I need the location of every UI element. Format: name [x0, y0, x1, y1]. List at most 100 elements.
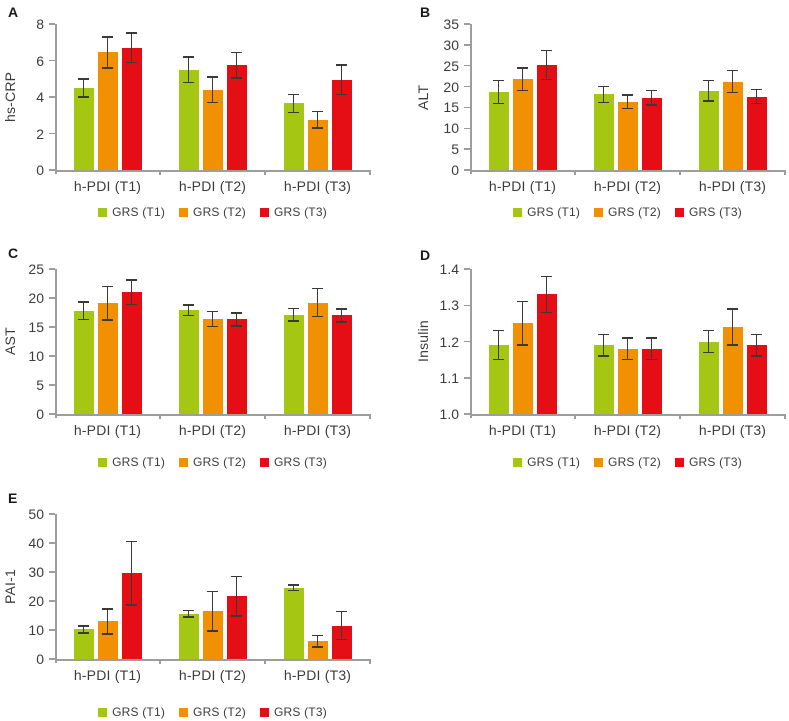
legend-swatch-icon: [259, 707, 269, 717]
y-axis-line: [55, 269, 57, 418]
legend-label: GRS (T2): [193, 205, 246, 219]
error-bar-line: [731, 308, 734, 346]
error-bar-line: [731, 70, 734, 93]
legend-label: GRS (T2): [608, 455, 661, 469]
panel-b-alt: B ALT 0 5 10 15 20 25 30 35 h-PDI (T1) h-PDI (T2) h-…: [395, 0, 789, 229]
legend-label: GRS (T2): [608, 205, 661, 219]
bar-grs-t1: [73, 310, 94, 414]
error-bar-cap-bottom: [541, 311, 552, 314]
y-tick-label: 25: [28, 261, 44, 277]
y-tick-mark: [49, 96, 55, 98]
error-bar-cap-bottom: [288, 111, 299, 114]
legend-item: GRS (T1): [98, 705, 165, 719]
legend-item: GRS (T1): [98, 205, 165, 219]
bar-grs-t1: [178, 69, 199, 170]
error-bar-cap-bottom: [646, 104, 657, 106]
x-tick-mark: [679, 170, 681, 175]
x-tick-mark: [159, 414, 161, 419]
error-bar-line: [707, 330, 710, 353]
error-bar-cap-bottom: [493, 102, 504, 104]
bar-grs-t2: [307, 641, 328, 659]
error-bar-cap-top: [207, 590, 218, 593]
error-bar-cap-top: [231, 575, 242, 578]
bar-grs-t2: [617, 101, 638, 170]
panel-d-insulin: D Insulin 1.0 1.1 1.2 1.3 1.4 h-PDI (T1) h-PDI (…: [395, 230, 789, 475]
error-bar-cap-bottom: [336, 93, 347, 95]
y-tick-label: 35: [443, 16, 459, 32]
error-bar-cap-top: [183, 304, 194, 306]
error-bar-cap-top: [312, 287, 323, 290]
error-bar-cap-top: [541, 275, 552, 277]
error-bar-cap-bottom: [183, 81, 194, 84]
error-bar-line: [755, 89, 758, 104]
error-bar-cap-bottom: [703, 100, 714, 102]
error-bar-cap-bottom: [598, 355, 609, 357]
y-tick-mark: [464, 44, 470, 46]
y-tick-mark: [49, 169, 55, 171]
legend-swatch-icon: [594, 457, 604, 467]
bar-grs-t3: [121, 292, 142, 414]
error-bar-cap-bottom: [126, 61, 137, 64]
bar-grs-t1: [178, 613, 199, 659]
legend-label: GRS (T1): [527, 455, 581, 469]
y-tick-label: 0: [36, 162, 44, 178]
legend-label: GRS (T2): [193, 705, 246, 719]
error-bar-cap-top: [727, 69, 738, 72]
error-bar-cap-bottom: [646, 358, 657, 361]
y-axis-line: [470, 269, 472, 418]
x-tick-mark: [679, 414, 681, 419]
error-bar-cap-top: [493, 79, 504, 82]
y-tick-label: 10: [443, 120, 459, 137]
error-bar-line: [707, 80, 710, 101]
error-bar-cap-top: [183, 609, 194, 612]
error-bar-cap-bottom: [102, 67, 113, 69]
legend: GRS (T1) GRS (T2) GRS (T3): [55, 455, 370, 469]
error-bar-line: [521, 67, 524, 91]
error-bar-cap-top: [598, 333, 609, 335]
bar-grs-t2: [202, 89, 223, 170]
y-tick-mark: [464, 304, 470, 306]
error-bar-line: [497, 330, 500, 360]
error-bar-cap-top: [493, 329, 504, 332]
x-axis-line: [470, 414, 785, 416]
error-bar-cap-top: [312, 110, 323, 113]
bar-grs-t1: [488, 91, 509, 170]
error-bar-cap-bottom: [288, 589, 299, 592]
error-bar-line: [235, 313, 238, 326]
error-bar-cap-top: [102, 285, 113, 288]
panel-letter: A: [8, 4, 19, 20]
y-tick-mark: [49, 384, 55, 386]
error-bar-cap-top: [703, 79, 714, 82]
y-tick-label: 50: [28, 506, 44, 522]
x-tick-mark: [574, 414, 576, 419]
error-bar-cap-top: [78, 301, 89, 303]
error-bar-cap-top: [183, 56, 194, 58]
bar-grs-t2: [202, 611, 223, 659]
error-bar-cap-top: [646, 337, 657, 339]
error-bar-line: [626, 337, 629, 360]
legend-item: GRS (T2): [179, 205, 246, 219]
error-bar-cap-bottom: [598, 101, 609, 104]
bar-grs-t2: [202, 318, 223, 414]
error-bar-cap-bottom: [78, 96, 89, 98]
x-category-label: h-PDI (T3): [283, 422, 352, 438]
error-bar-cap-bottom: [751, 355, 762, 357]
error-bar-cap-bottom: [727, 344, 738, 346]
x-tick-mark: [784, 170, 786, 175]
bar-grs-t2: [307, 119, 328, 170]
legend-item: GRS (T2): [594, 455, 661, 469]
error-bar-cap-bottom: [493, 358, 504, 361]
legend-label: GRS (T3): [273, 705, 327, 719]
error-bar-cap-top: [207, 76, 218, 78]
error-bar-cap-bottom: [336, 638, 347, 641]
error-bar-cap-bottom: [183, 616, 194, 618]
bar-grs-t3: [121, 47, 142, 170]
error-bar-line: [602, 86, 605, 103]
error-bar-cap-bottom: [231, 325, 242, 327]
error-bar-line: [130, 280, 133, 305]
y-tick-mark: [49, 571, 55, 573]
bar-grs-t3: [226, 596, 247, 659]
panel-c-ast: C AST 0 5 10 15 20 25 h-PDI (T1) h-PDI (T2) h-PDI …: [0, 230, 395, 475]
legend-label: GRS (T3): [273, 205, 327, 219]
y-axis-line: [470, 24, 472, 174]
